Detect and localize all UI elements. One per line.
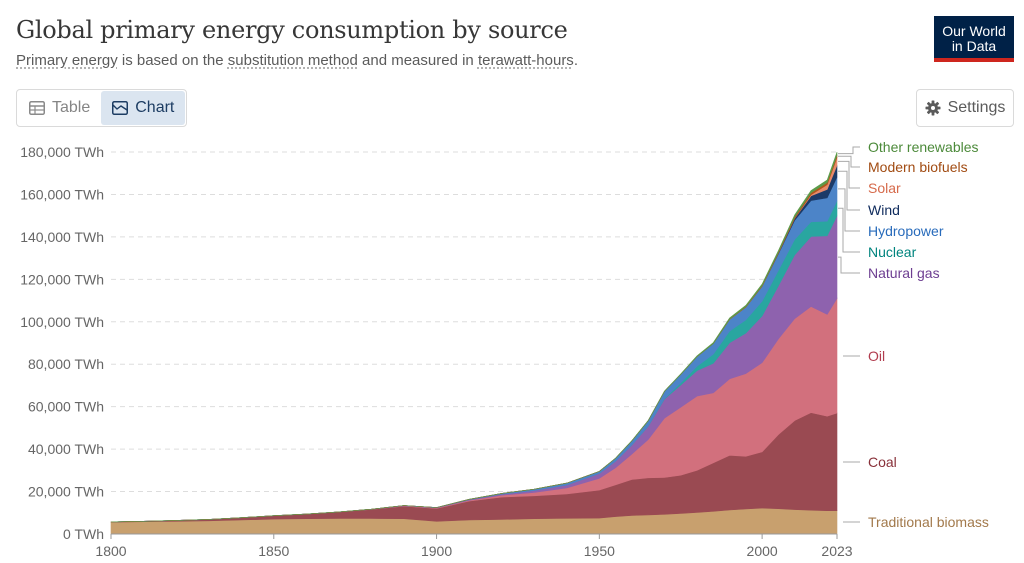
x-tick-label: 1800: [95, 543, 126, 559]
chart-subtitle: Primary energy is based on the substitut…: [16, 52, 578, 69]
legend-connector: [838, 188, 860, 232]
legend-label-other-renewables[interactable]: Other renewables: [868, 139, 979, 155]
legend-label-solar[interactable]: Solar: [868, 180, 901, 196]
legend-connector: [838, 170, 860, 211]
axes: 0 TWh 20,000 TWh 40,000 TWh 60,000 TWh 80,00…: [20, 144, 853, 559]
legend-connector: [838, 160, 860, 189]
area-other-renewables[interactable]: [110, 152, 838, 523]
y-tick-label: 80,000 TWh: [28, 356, 104, 372]
legend-label-nuclear[interactable]: Nuclear: [868, 244, 917, 260]
settings-button[interactable]: Settings: [916, 89, 1014, 127]
subtitle-text: and measured in: [357, 52, 478, 69]
legend-connector: [838, 207, 860, 253]
tab-table[interactable]: Table: [18, 91, 101, 125]
logo-line-1: Our World: [942, 23, 1006, 39]
x-tick-label: 1900: [421, 543, 452, 559]
x-tick-label: 1850: [258, 543, 289, 559]
area-series: [110, 152, 838, 535]
subtitle-text: .: [573, 52, 578, 69]
legend-label-traditional-biomass[interactable]: Traditional biomass: [868, 514, 989, 530]
tab-chart-label: Chart: [135, 99, 175, 116]
view-tabs: Table Chart: [16, 89, 188, 127]
y-tick-label: 140,000 TWh: [20, 229, 104, 245]
x-tick-label: 2023: [821, 543, 852, 559]
subtitle-text: is based on the: [117, 52, 228, 69]
x-tick-label: 1950: [584, 543, 615, 559]
y-tick-label: 20,000 TWh: [28, 484, 104, 500]
y-tick-label: 180,000 TWh: [20, 144, 104, 160]
tab-table-label: Table: [52, 99, 91, 116]
y-tick-label: 0 TWh: [63, 526, 104, 542]
subtitle-link[interactable]: terawatt-hours: [477, 52, 574, 69]
legend-label-oil[interactable]: Oil: [868, 348, 885, 364]
legend-connector: [838, 146, 860, 155]
legend-label-hydropower[interactable]: Hydropower: [868, 223, 944, 239]
y-tick-label: 100,000 TWh: [20, 314, 104, 330]
y-tick-label: 40,000 TWh: [28, 441, 104, 457]
legend-label-wind[interactable]: Wind: [868, 202, 900, 218]
gear-icon: [925, 100, 941, 116]
owid-logo[interactable]: Our World in Data: [934, 16, 1014, 62]
chart-title: Global primary energy consumption by sou…: [16, 16, 568, 44]
logo-line-2: in Data: [951, 38, 997, 54]
subtitle-link[interactable]: substitution method: [227, 52, 358, 69]
y-tick-label: 160,000 TWh: [20, 186, 104, 202]
area-chart-icon: [112, 101, 129, 115]
y-tick-label: 60,000 TWh: [28, 399, 104, 415]
legend-label-coal[interactable]: Coal: [868, 454, 897, 470]
table-icon: [29, 101, 45, 115]
settings-label: Settings: [947, 99, 1006, 116]
subtitle-link[interactable]: Primary energy: [16, 52, 118, 69]
y-tick-label: 120,000 TWh: [20, 271, 104, 287]
legend: Traditional biomass Coal Oil Natural gas Nuc…: [838, 139, 989, 530]
tab-chart[interactable]: Chart: [101, 91, 186, 125]
legend-label-natural-gas[interactable]: Natural gas: [868, 265, 940, 281]
legend-label-modern-biofuels[interactable]: Modern biofuels: [868, 159, 968, 175]
x-tick-label: 2000: [747, 543, 778, 559]
legend-connector: [838, 256, 860, 274]
legend-connector: [838, 155, 860, 168]
